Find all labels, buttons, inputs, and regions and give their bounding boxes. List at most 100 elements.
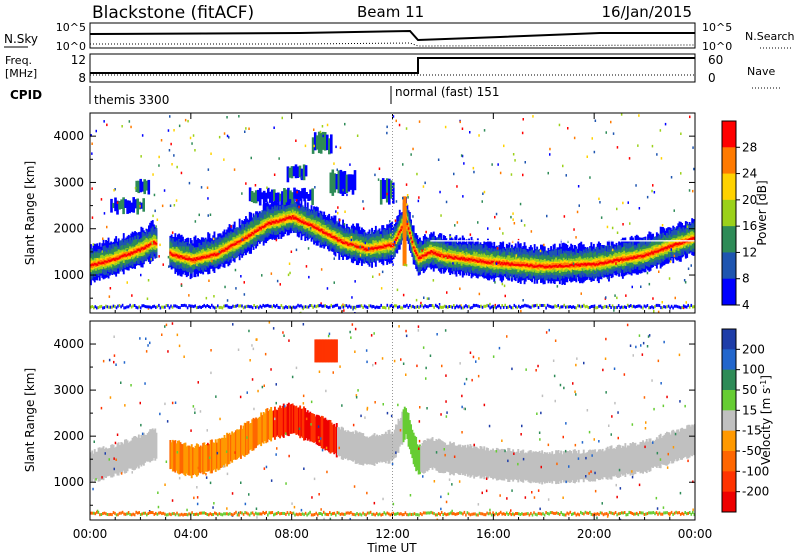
power-cell [622,223,624,226]
power-cell [130,202,133,213]
power-cell [662,248,665,251]
power-cell [243,237,246,242]
power-cell [615,258,618,261]
power-cell [217,304,219,308]
velocity-cell [485,477,488,480]
power-cell [326,287,329,290]
power-cell [120,199,123,209]
power-cell [313,304,316,308]
power-cell [235,304,237,308]
power-cell [639,240,642,242]
power-cell [342,241,344,245]
power-cell [185,254,188,261]
velocity-cell [187,445,189,475]
power-cell [611,260,614,263]
power-cell [538,264,541,267]
velocity-cell [216,442,218,469]
power-cell [639,254,642,257]
power-cell [444,257,447,260]
velocity-cell [324,417,327,451]
noise-tick-bottom-right: 10^0 [702,40,732,53]
power-cell [179,306,181,310]
power-cell [524,264,527,267]
power-cell [509,263,512,266]
velocity-cell [212,442,215,471]
velocity-cell [316,414,319,446]
power-cell [550,266,552,268]
power-cell [193,257,196,260]
power-cell [149,305,151,309]
power-cell [114,305,116,309]
power-cell [356,134,359,137]
power-cell [102,261,105,265]
velocity-cell [562,451,565,483]
power-cell [624,258,627,261]
power-cell [667,304,670,308]
velocity-cell [405,408,407,435]
velocity-cell [179,442,182,474]
power-cell [673,254,676,258]
power-cell [605,259,608,264]
velocity-cell [657,438,660,466]
power-cell [572,262,575,265]
power-cell [363,304,366,308]
power-cell [306,222,309,226]
power-cell [681,242,683,245]
power-cell [200,186,203,189]
velocity-cell [565,451,568,483]
velocity-cell [445,444,448,472]
power-cell [662,240,665,242]
power-cell [658,249,661,252]
velocity-cell [502,449,505,481]
power-cell [563,262,566,268]
power-cell [328,233,331,236]
power-cell [103,120,105,123]
power-cell [560,240,563,242]
power-cell [337,170,341,194]
power-cell [114,197,117,212]
velocity-cell [121,442,124,473]
y-tick-label: 2000 [53,222,84,236]
velocity-cell [222,465,225,468]
power-cell [253,304,255,307]
power-cell [102,306,104,310]
power-cell [318,229,320,232]
power-cell [621,259,624,262]
velocity-cell [574,449,576,484]
power-cell [500,240,504,242]
power-cell [115,306,118,310]
velocity-cell [376,434,378,464]
power-cell [176,165,178,169]
velocity-cell [333,423,336,455]
power-cell [282,306,284,310]
power-cell [573,228,575,231]
power-cell [478,134,480,137]
power-cell [322,304,325,308]
velocity-cell [266,408,269,443]
power-cell [162,305,165,309]
power-cell [224,304,227,308]
power-cell [552,305,555,309]
power-cell [436,253,439,256]
velocity-cell [374,436,377,463]
power-cell [135,305,137,309]
power-cell [516,240,519,242]
velocity-cell [280,408,283,436]
power-cell [213,295,215,298]
power-cell [537,240,540,242]
power-cell [300,311,302,313]
power-cell [502,305,505,309]
power-cell [221,306,224,310]
power-cell [575,263,578,268]
velocity-cell [449,441,452,476]
power-cell [401,306,404,310]
power-cell [558,306,561,310]
power-cell [453,254,455,260]
velocity-cell [608,448,610,478]
power-cell [324,232,327,235]
power-cell [502,263,505,266]
power-cell [271,305,274,309]
power-cell [561,240,564,242]
power-cell [361,246,363,249]
power-cell [692,236,695,242]
